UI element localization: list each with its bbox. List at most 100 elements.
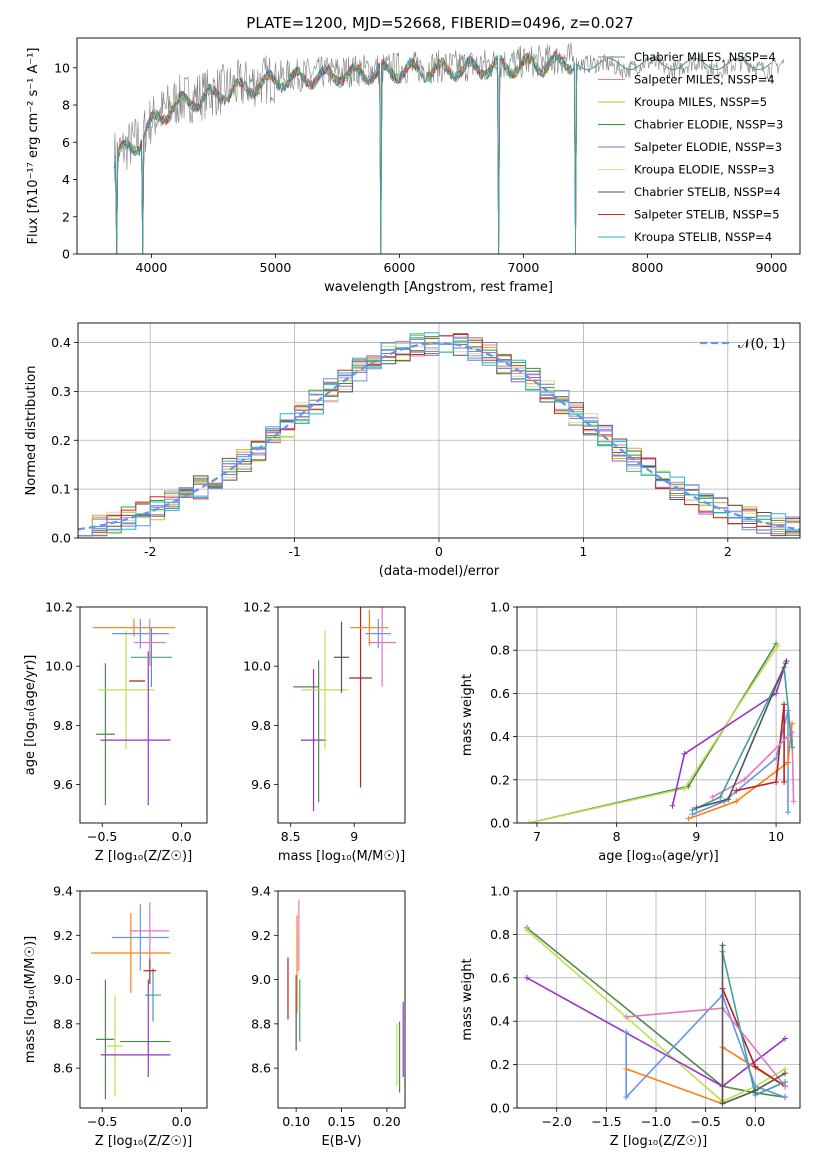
weight-point-marker	[773, 690, 780, 697]
y-tick-label: 10.0	[45, 659, 73, 674]
legend-label: 𝒩(0, 1)	[738, 337, 785, 352]
weight-point-marker	[681, 785, 688, 792]
weight-point-marker	[623, 1029, 630, 1036]
x-axis-label: Z [log₁₀(Z/Z☉)]	[95, 849, 192, 864]
weight-series-line	[721, 988, 786, 1087]
weight-point-marker	[669, 802, 676, 809]
y-tick-label: 9.4	[53, 884, 73, 899]
x-tick-label: 8	[613, 829, 621, 844]
x-axis-label: wavelength [Angstrom, rest frame]	[324, 280, 553, 295]
legend-label: Kroupa STELIB, NSSP=4	[634, 230, 772, 244]
x-tick-label: −2.0	[542, 1114, 572, 1129]
legend-label: Chabrier MILES, NSSP=4	[634, 50, 776, 64]
weight-point-marker	[719, 942, 726, 949]
plot-area	[523, 924, 789, 1107]
x-tick-label: 7000	[508, 260, 540, 275]
axes-frame	[79, 606, 208, 824]
plot-area	[293, 607, 397, 812]
y-axis-label: mass weight	[460, 674, 475, 756]
weight-series-line	[692, 664, 793, 811]
y-tick-label: 9.0	[53, 972, 73, 987]
weight-point-marker	[789, 744, 796, 751]
x-tick-label: 10	[768, 829, 784, 844]
y-tick-label: 0.3	[51, 384, 71, 399]
y-axis-label: mass weight	[460, 958, 475, 1040]
x-tick-label: 6000	[384, 260, 416, 275]
panel-mass_vs_Z: −0.5 0.0 8.6 8.8 9.0 9.2 9.4 Z [log₁₀(Z/Z☉)] mas…	[23, 884, 208, 1149]
axes-frame	[76, 37, 801, 255]
weight-point-marker	[781, 778, 788, 785]
y-tick-label: 9.4	[251, 884, 271, 899]
x-tick-label: -2	[144, 544, 156, 559]
panel-weight_vs_Z: −2.0 −1.5 −1.0 −0.5 0.0 0.0 0.2 0.4 0.6 0.8 1.0 Z […	[460, 884, 801, 1149]
legend-label: Kroupa MILES, NSSP=5	[634, 95, 767, 109]
legend-label: Chabrier ELODIE, NSSP=3	[634, 118, 783, 132]
y-tick-label: 8.8	[251, 1016, 271, 1031]
legend-label: Salpeter STELIB, NSSP=5	[634, 208, 780, 222]
y-tick-label: 8.6	[53, 1061, 73, 1076]
y-tick-label: 1.0	[490, 600, 510, 615]
panel-spectrum: 4000 5000 6000 7000 8000 9000 0 2 4 6 8 10 wavelengt…	[26, 37, 801, 295]
plot-area	[113, 42, 785, 254]
x-tick-label: 0.0	[172, 1114, 192, 1129]
x-tick-label: 9000	[756, 260, 788, 275]
weight-point-marker	[525, 820, 532, 823]
weight-point-marker	[693, 804, 700, 811]
weight-point-marker	[685, 815, 692, 822]
y-tick-label: 9.2	[251, 928, 271, 943]
y-axis-label: Flux [fλ10⁻¹⁷ erg cm⁻² s⁻¹ A⁻¹]	[26, 48, 41, 245]
x-tick-label: −0.5	[87, 829, 117, 844]
legend-label: Salpeter MILES, NSSP=4	[634, 73, 775, 87]
weight-series-line	[526, 927, 786, 1098]
y-tick-label: 0	[62, 247, 70, 262]
plot-area	[525, 640, 797, 823]
axes-frame	[516, 890, 801, 1109]
x-tick-label: 5000	[260, 260, 292, 275]
plot-area	[91, 902, 171, 1100]
x-tick-label: −0.5	[87, 1114, 117, 1129]
legend-label: Chabrier STELIB, NSSP=4	[634, 185, 781, 199]
x-tick-label: 4000	[136, 260, 168, 275]
weight-series-line	[696, 660, 788, 809]
y-tick-label: 6	[62, 135, 70, 150]
figure-title: PLATE=1200, MJD=52668, FIBERID=0496, z=0…	[246, 14, 633, 32]
y-tick-label: 0.6	[490, 970, 510, 985]
panel-age_vs_Z: −0.5 0.0 9.6 9.8 10.0 10.2 Z [log₁₀(Z/Z☉)] age …	[23, 600, 208, 864]
legend-label: Kroupa ELODIE, NSSP=3	[634, 163, 775, 177]
x-axis-label: E(B-V)	[321, 1134, 361, 1149]
x-tick-label: −1.5	[591, 1114, 621, 1129]
weight-point-marker	[785, 759, 792, 766]
y-tick-label: 8	[62, 98, 70, 113]
x-axis-label: age [log₁₀(age/yr)]	[598, 849, 719, 864]
weight-series-line	[671, 662, 787, 806]
y-tick-label: 9.0	[251, 972, 271, 987]
weight-point-marker	[623, 1013, 630, 1020]
weight-point-marker	[782, 1070, 789, 1077]
weight-point-marker	[709, 794, 716, 801]
x-tick-label: 0.0	[745, 1114, 765, 1129]
x-axis-label: Z [log₁₀(Z/Z☉)]	[95, 1134, 192, 1149]
x-tick-label: 0.0	[172, 829, 192, 844]
x-axis-label: mass [log₁₀(M/M☉)]	[278, 849, 405, 864]
y-tick-label: 9.6	[53, 777, 73, 792]
y-tick-label: 9.8	[251, 718, 271, 733]
x-tick-label: 7	[533, 829, 541, 844]
plot-area	[78, 332, 800, 537]
x-tick-label: 2	[724, 544, 732, 559]
weight-series-line	[528, 645, 779, 823]
panel-weight_vs_age: 7 8 9 10 0.0 0.2 0.4 0.6 0.8 1.0 age [log₁₀(age/yr…	[460, 600, 801, 864]
x-tick-label: −0.5	[690, 1114, 720, 1129]
histogram-series	[78, 337, 800, 537]
y-tick-label: 8.8	[53, 1016, 73, 1031]
y-tick-label: 0.1	[51, 482, 71, 497]
y-tick-label: 2	[62, 209, 70, 224]
x-tick-label: 0	[435, 544, 443, 559]
model-spectrum-line	[113, 53, 772, 254]
weight-point-marker	[733, 798, 740, 805]
y-tick-label: 0.2	[51, 433, 71, 448]
y-tick-label: 10.2	[243, 600, 271, 615]
panel-age_vs_mass: 8.5 9 9.6 9.8 10.0 10.2 mass [log₁₀(M/M☉)]	[243, 600, 406, 864]
y-tick-label: 4	[62, 172, 70, 187]
y-tick-label: 0.6	[490, 686, 510, 701]
axes-frame	[277, 606, 406, 824]
